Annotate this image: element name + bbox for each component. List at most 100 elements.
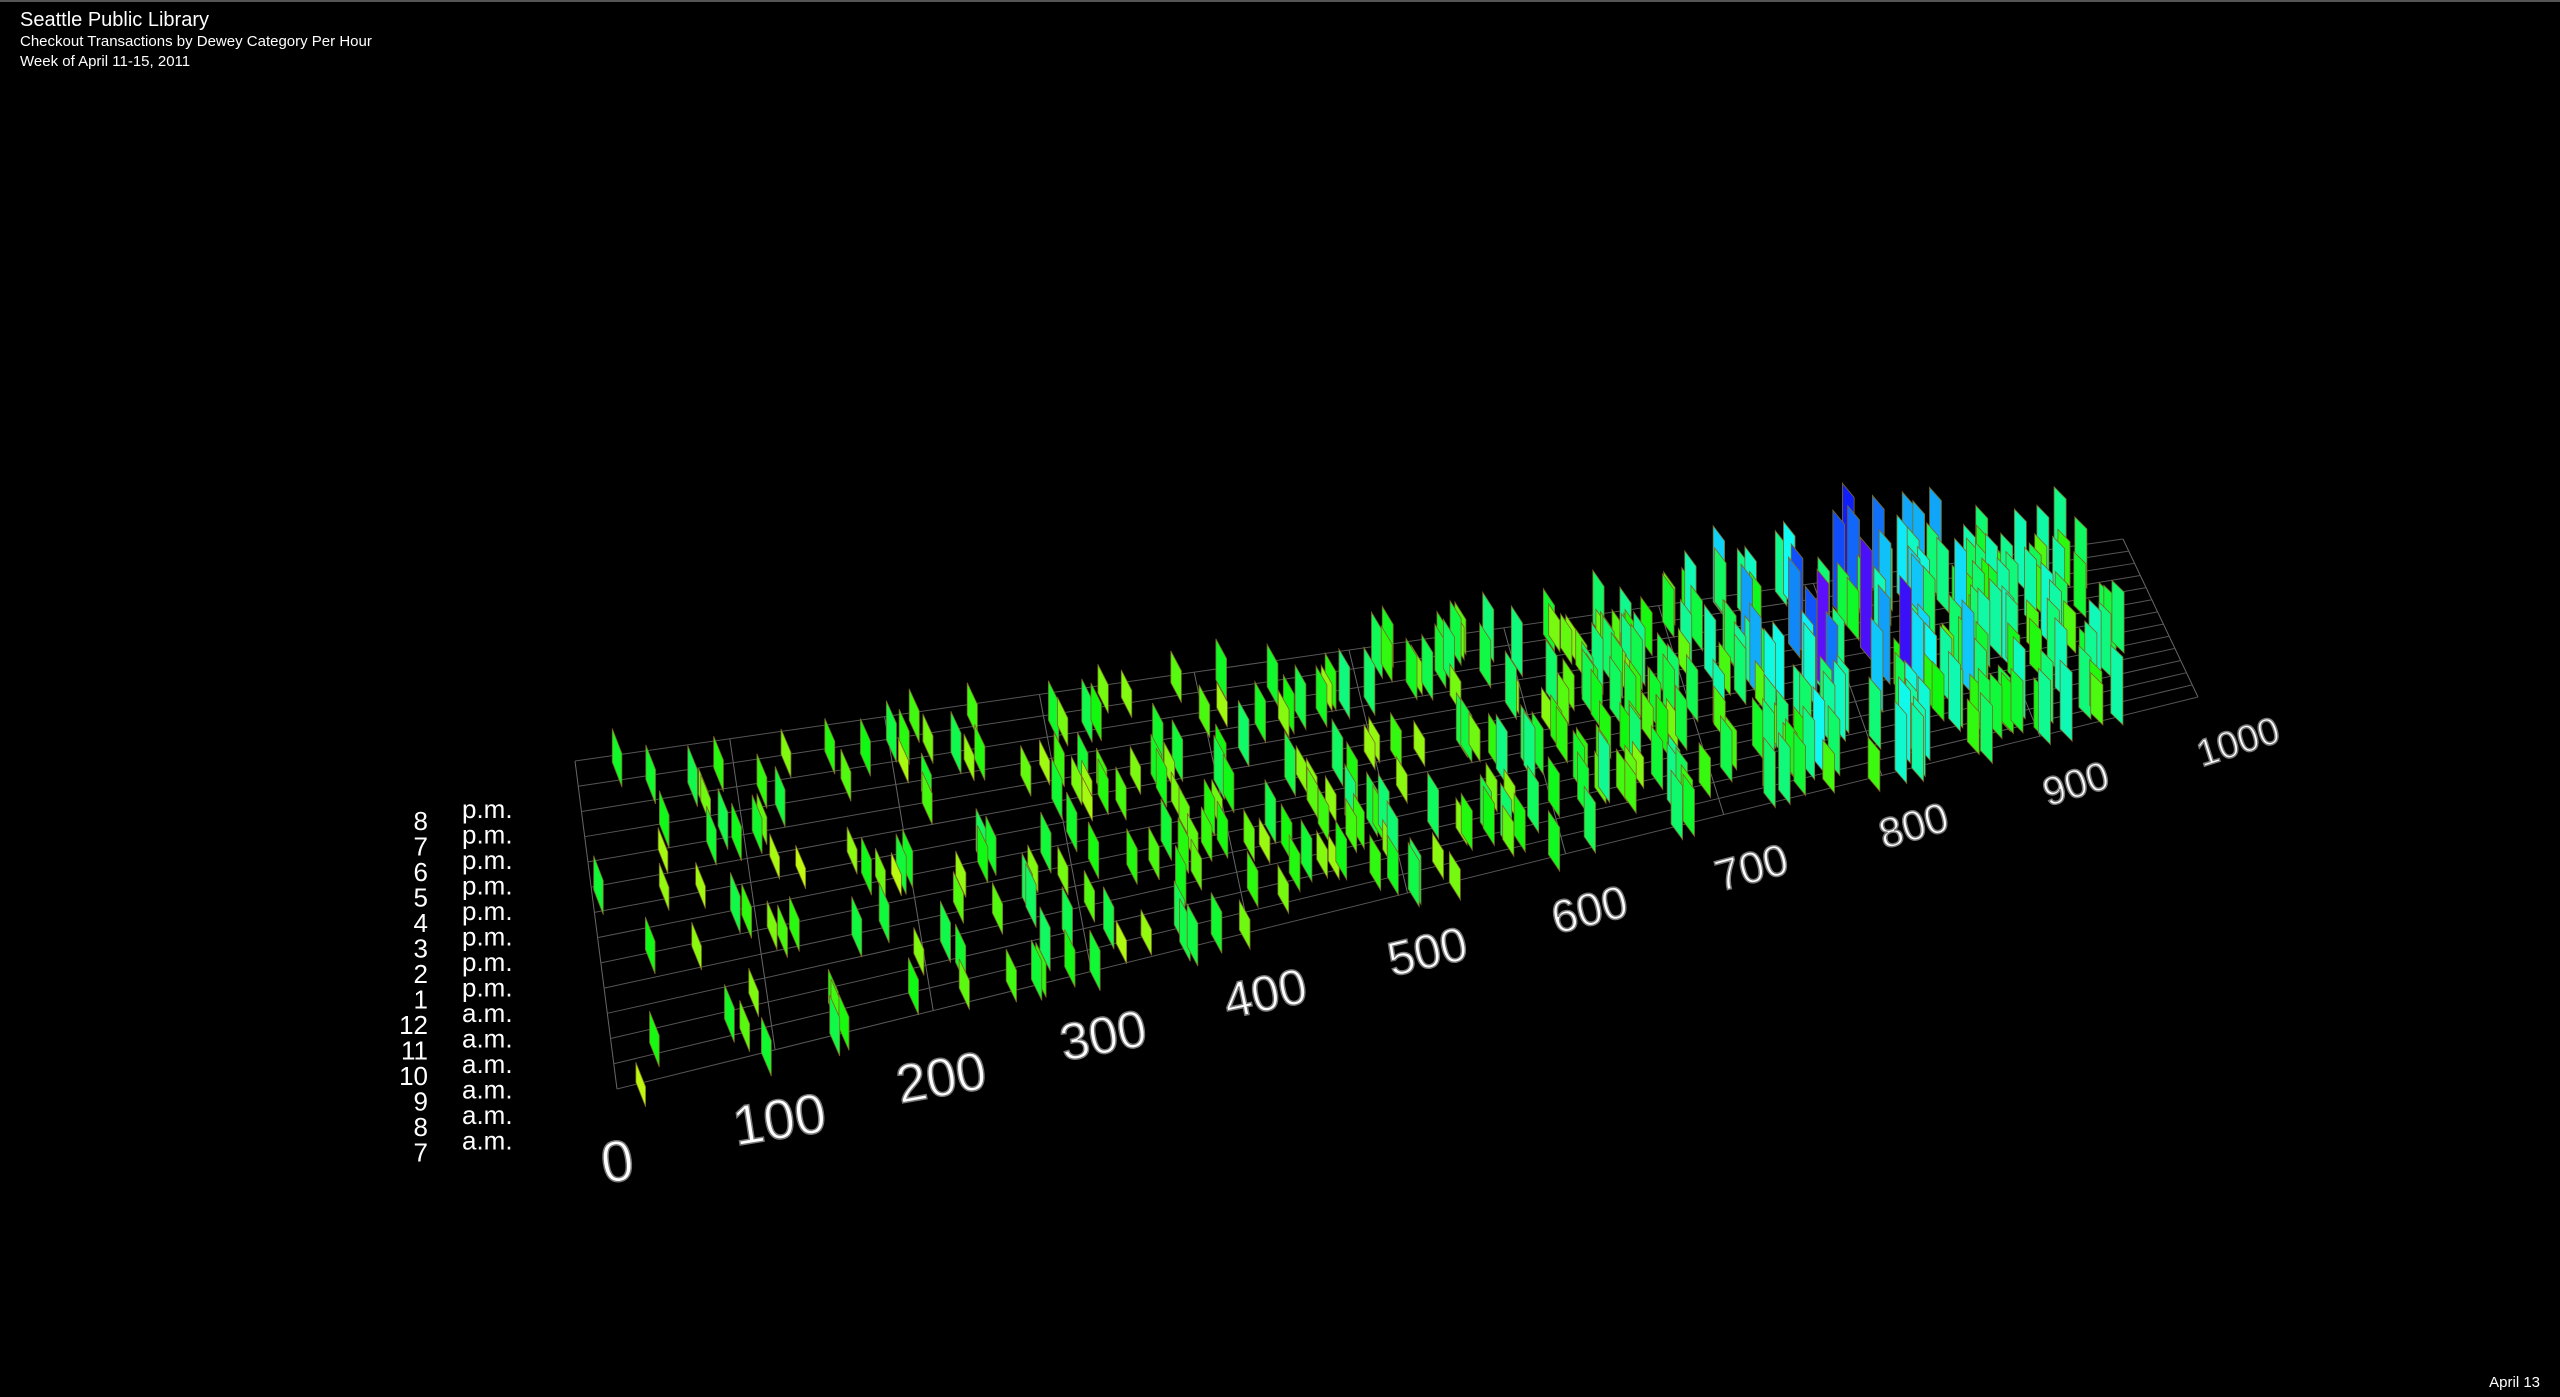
slab	[1306, 765, 1319, 820]
slab	[1243, 808, 1255, 863]
slab	[1294, 663, 1307, 732]
slab	[1609, 655, 1622, 726]
slab	[741, 883, 752, 939]
slab	[939, 900, 951, 963]
slab	[1624, 758, 1637, 815]
slab	[1631, 740, 1645, 790]
slab	[1264, 778, 1277, 845]
slab	[1548, 809, 1561, 873]
slab	[861, 837, 872, 896]
period-label: a.m.	[462, 998, 513, 1028]
slab	[1126, 828, 1138, 885]
slab	[950, 711, 962, 775]
slab	[1051, 758, 1063, 820]
slab	[1368, 715, 1381, 765]
slab	[1338, 647, 1351, 721]
slab	[1597, 728, 1611, 804]
slab	[1324, 774, 1337, 824]
slab	[1724, 599, 1737, 670]
slab	[991, 882, 1004, 935]
period-label: p.m.	[462, 871, 513, 901]
slab	[1690, 584, 1703, 652]
slab	[1064, 929, 1076, 988]
hour-grid-line	[616, 696, 2199, 1090]
slab	[769, 833, 781, 880]
slab	[907, 957, 919, 1016]
slab	[751, 794, 763, 855]
slab	[1386, 833, 1399, 897]
slab	[1662, 572, 1675, 639]
slab	[1931, 660, 1945, 722]
slab	[1315, 664, 1328, 729]
period-label: a.m.	[462, 1049, 513, 1079]
slab	[1548, 602, 1561, 654]
slab	[1527, 764, 1540, 835]
slab	[1682, 772, 1695, 838]
hour-label: 5	[414, 883, 428, 913]
slab	[1039, 739, 1051, 786]
slab	[1812, 685, 1826, 775]
hour-label: 12	[399, 1010, 428, 1040]
slab	[974, 724, 986, 781]
slab	[1316, 829, 1328, 880]
slab	[1675, 684, 1688, 752]
slab	[922, 713, 934, 764]
slab	[1547, 755, 1560, 819]
hour-label: 4	[414, 908, 428, 938]
slab	[611, 728, 623, 788]
slab	[1200, 806, 1213, 862]
slab	[1846, 576, 1860, 642]
period-label: p.m.	[462, 845, 513, 875]
slab	[1641, 690, 1654, 746]
slab	[824, 718, 836, 775]
slab	[1911, 702, 1924, 783]
slab	[838, 994, 850, 1051]
period-label: p.m.	[462, 922, 513, 952]
slab	[1005, 948, 1017, 1003]
slab	[885, 700, 897, 763]
period-label: a.m.	[462, 1100, 513, 1130]
hour-label: 8	[414, 1112, 428, 1142]
slab	[1345, 797, 1358, 854]
slab	[895, 833, 907, 895]
slab	[1087, 821, 1100, 880]
slab	[860, 718, 871, 777]
slab	[1686, 653, 1699, 723]
slab	[1213, 734, 1225, 800]
slab	[1822, 738, 1835, 795]
hour-label: 7	[414, 1138, 428, 1168]
grid-line	[1038, 694, 1092, 972]
period-label: a.m.	[462, 1126, 513, 1156]
slab	[2110, 644, 2124, 726]
date-range: Week of April 11-15, 2011	[20, 53, 190, 70]
slab	[1277, 863, 1290, 915]
slab	[780, 728, 792, 778]
slab	[1479, 621, 1492, 690]
slab	[1057, 696, 1069, 747]
slab	[1081, 776, 1093, 822]
slab	[777, 904, 788, 958]
slab	[1763, 736, 1776, 809]
slab	[1670, 769, 1683, 841]
slab	[977, 825, 989, 884]
slab	[1432, 831, 1444, 881]
slab	[748, 967, 760, 1017]
slab	[1300, 818, 1313, 884]
footer-date: April 13	[2489, 1374, 2540, 1391]
slab	[729, 872, 741, 934]
slab	[1140, 909, 1152, 956]
slab	[1989, 672, 2003, 740]
bars	[593, 482, 2125, 1107]
slab	[1363, 723, 1376, 771]
slab	[691, 921, 702, 971]
slab	[1369, 833, 1382, 892]
slab	[1894, 699, 1908, 785]
slab	[1421, 633, 1434, 702]
slab	[731, 802, 742, 862]
slab	[1148, 826, 1160, 881]
slab	[717, 788, 729, 850]
slab	[1129, 746, 1142, 795]
slab	[1170, 650, 1182, 703]
slab	[724, 984, 735, 1043]
slab	[1405, 637, 1418, 701]
